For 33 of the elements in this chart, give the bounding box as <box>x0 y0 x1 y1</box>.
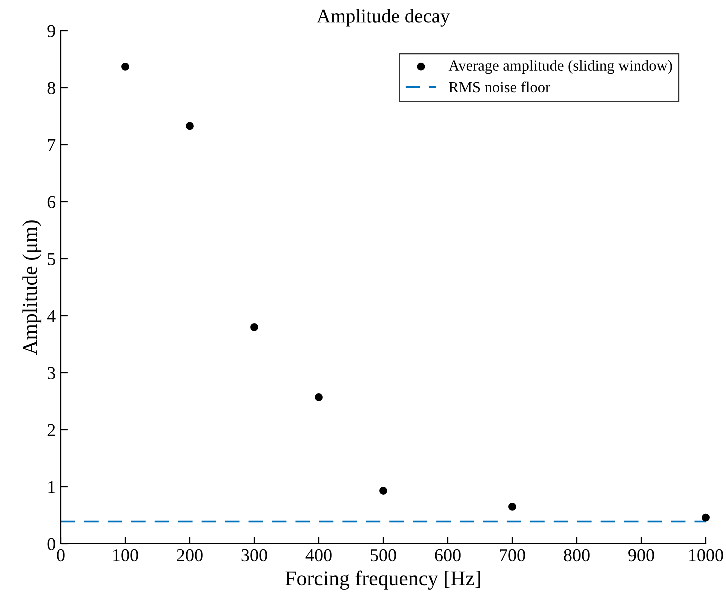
x-tick-label: 700 <box>500 549 526 562</box>
point <box>122 62 130 71</box>
y-tick-label: 1 <box>48 481 56 494</box>
y-tick-label: 3 <box>48 367 56 380</box>
x-tick-label: 100 <box>114 549 138 562</box>
x-tick-label: 300 <box>242 549 268 562</box>
x-tick-label: 0 <box>57 549 65 562</box>
point <box>508 503 516 511</box>
point <box>315 394 323 402</box>
legend-label: Average amplitude (sliding window) <box>448 60 672 74</box>
x-tick-label: 800 <box>564 549 590 562</box>
y-tick-label: 5 <box>48 253 56 266</box>
y-tick-label: 9 <box>48 25 56 38</box>
point <box>186 122 194 130</box>
y-tick-label: 0 <box>48 538 56 550</box>
y-tick-label: 8 <box>48 82 56 94</box>
x-tick-label: 900 <box>628 549 654 562</box>
x-tick-label: 500 <box>371 549 396 562</box>
y-tick-label: 7 <box>48 139 56 152</box>
x-tick-label: 1000 <box>690 549 724 562</box>
point <box>702 514 710 522</box>
x-tick-label: 400 <box>306 549 332 562</box>
y-tick-label: 4 <box>47 310 56 322</box>
y-axis-title: Amplitude (μm) <box>22 220 42 356</box>
y-tick-label: 2 <box>48 424 56 436</box>
point <box>380 487 388 495</box>
x-tick-label: 600 <box>435 549 461 562</box>
y-tick-label: 6 <box>48 196 56 208</box>
chart-title: Amplitude decay <box>317 9 450 27</box>
x-axis-title: Forcing frequency [Hz] <box>286 570 480 590</box>
legend-label: RMS noise floor <box>449 82 550 93</box>
x-tick-label: 200 <box>177 549 203 562</box>
point <box>250 323 258 332</box>
